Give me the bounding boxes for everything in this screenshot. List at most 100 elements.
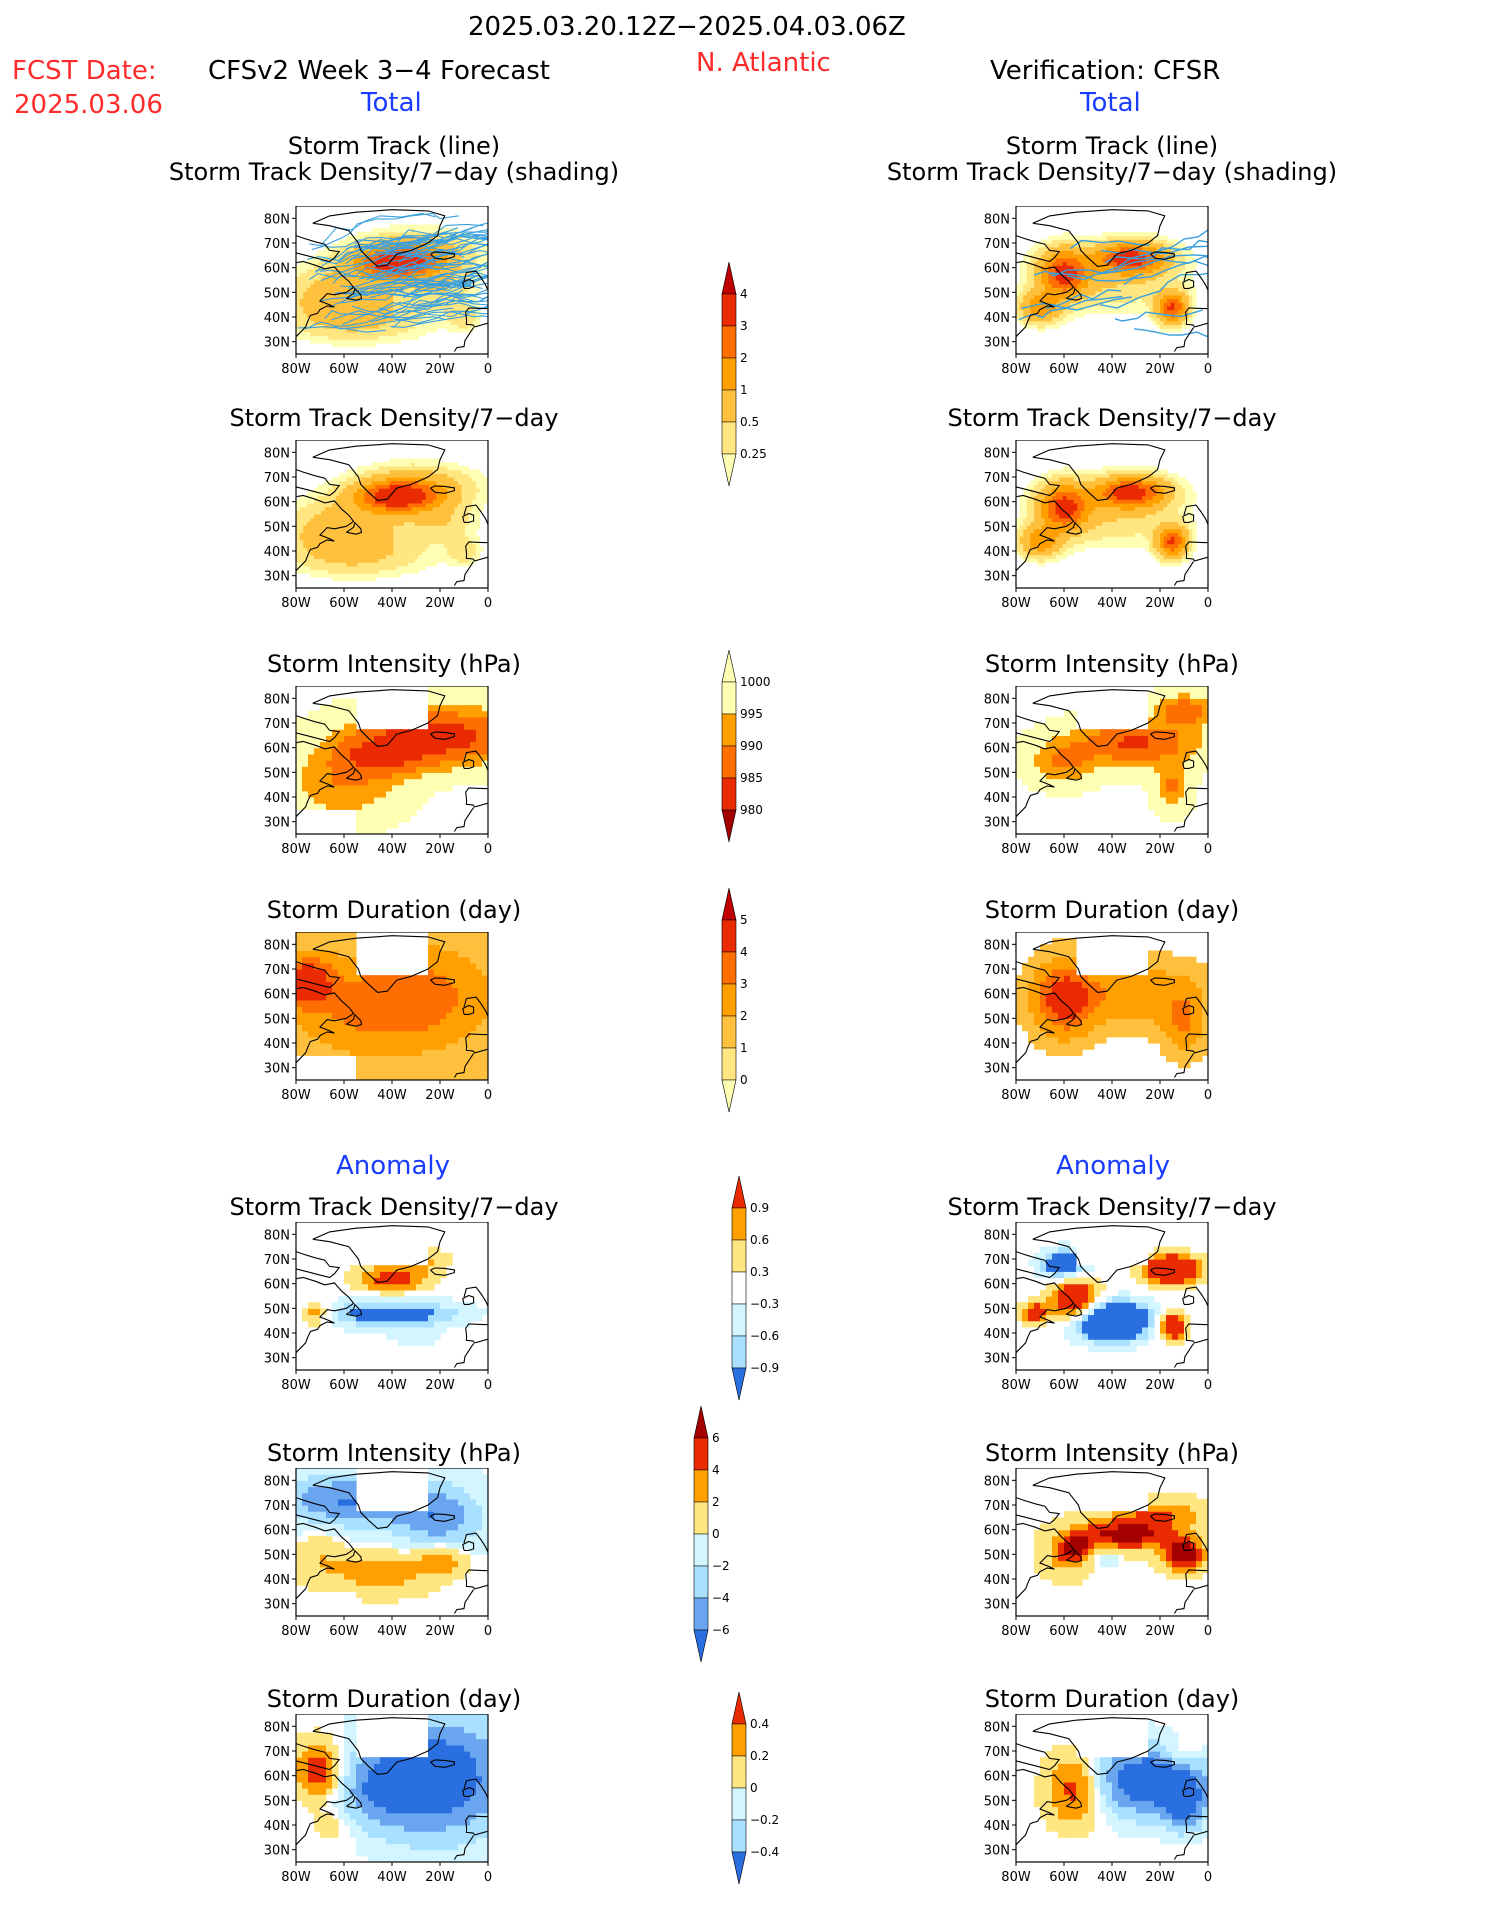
map-density-total-obs-svg: 80N 70N 60N 50N 40N 30N 80W 60W 40W 20W 0	[984, 440, 1212, 611]
colorbar-swatch	[721, 261, 737, 295]
lat-tick-label: 30N	[984, 570, 1010, 585]
colorbar-density-anom-svg: 0.9 0.6 0.3 −0.3 −0.6 −0.9	[731, 1175, 779, 1401]
title-intensity-total-left: Storm Intensity (hPa)	[267, 650, 521, 678]
lat-tick-label: 30N	[984, 1352, 1010, 1367]
title-track-shading-left: Storm Track Density/7−day (shading)	[168, 158, 620, 186]
lat-tick-label: 60N	[264, 742, 290, 757]
colorbar-swatch	[693, 1437, 709, 1471]
coastline	[462, 512, 475, 523]
map-density-anom-fcst: 80N 70N 60N 50N 40N 30N 80W 60W 40W 20W 0	[250, 1222, 494, 1396]
coastline	[1173, 1343, 1195, 1368]
coastline	[346, 521, 363, 535]
storm-track-line	[1134, 328, 1208, 338]
storm-track-line	[412, 296, 488, 307]
colorbar-swatch	[721, 1047, 737, 1081]
lat-tick-label: 80N	[984, 1228, 1010, 1243]
colorbar-swatch	[731, 1175, 747, 1209]
title-density-anom-right: Storm Track Density/7−day	[947, 1193, 1277, 1221]
coastline	[296, 961, 341, 989]
coastline	[1032, 209, 1166, 267]
colorbar-label: −0.2	[750, 1813, 779, 1827]
map-density-anom-obs: 80N 70N 60N 50N 40N 30N 80W 60W 40W 20W 0	[970, 1222, 1214, 1396]
lon-tick-label: 60W	[329, 1088, 359, 1103]
lat-tick-label: 30N	[264, 1598, 290, 1613]
lon-tick-label: 60W	[1049, 596, 1079, 611]
title-density-total-right: Storm Track Density/7−day	[947, 404, 1277, 432]
storm-track-line	[414, 292, 488, 308]
lat-tick-label: 50N	[264, 1012, 290, 1027]
coastline	[1183, 996, 1208, 1017]
lat-tick-label: 50N	[984, 520, 1010, 535]
coastline	[1016, 469, 1061, 497]
coastline	[430, 731, 455, 740]
lon-tick-label: 60W	[329, 1624, 359, 1639]
lat-tick-label: 50N	[984, 1012, 1010, 1027]
storm-track-line	[371, 242, 488, 268]
lat-tick-label: 80N	[264, 1474, 290, 1489]
coastline	[430, 251, 455, 260]
lon-tick-label: 20W	[425, 1870, 455, 1885]
coastline	[1016, 235, 1061, 263]
coastline	[1182, 278, 1195, 289]
lon-tick-label: 60W	[1049, 1378, 1079, 1393]
lon-tick-label: 20W	[425, 362, 455, 377]
map-density-anom-fcst-svg: 80N 70N 60N 50N 40N 30N 80W 60W 40W 20W 0	[264, 1222, 492, 1393]
coastline	[1185, 541, 1208, 562]
colorbar-swatch	[721, 919, 737, 953]
lon-tick-label: 80W	[1001, 1378, 1031, 1393]
coastline	[1066, 1795, 1083, 1809]
coastline	[296, 740, 355, 818]
colorbar-intensity-anom: 6 4 2 0 −2 −4 −6	[690, 1405, 760, 1672]
lat-tick-label: 40N	[984, 1573, 1010, 1588]
colorbar-swatch	[731, 1787, 747, 1821]
coastline	[346, 767, 363, 781]
coastline	[1185, 1323, 1208, 1344]
coastline	[453, 1835, 475, 1860]
coastline	[1173, 807, 1195, 832]
lon-tick-label: 0	[484, 1378, 492, 1393]
colorbar-swatch	[731, 1303, 747, 1337]
map-density-total-fcst: 80N 70N 60N 50N 40N 30N 80W 60W 40W 20W 0	[250, 440, 494, 614]
coastline	[1182, 512, 1195, 523]
colorbar-label: 1	[740, 1041, 748, 1055]
coastline	[312, 1471, 446, 1529]
colorbar-swatch	[731, 1755, 747, 1789]
section-anomaly-right: Anomaly	[1056, 1151, 1171, 1181]
colorbar-label: −6	[712, 1623, 730, 1637]
fcst-date-label: FCST Date:	[12, 56, 157, 86]
lon-tick-label: 60W	[329, 842, 359, 857]
colorbar-swatch	[721, 1015, 737, 1049]
coastline	[296, 1497, 341, 1525]
coastline	[465, 787, 488, 808]
coastline	[463, 270, 488, 291]
colorbar-duration-anom: 0.4 0.2 0 −0.2 −0.4	[728, 1691, 798, 1894]
lat-tick-label: 40N	[264, 1037, 290, 1052]
coastline	[1032, 443, 1166, 501]
colorbar-label: −0.3	[750, 1297, 779, 1311]
title-duration-total-right: Storm Duration (day)	[984, 896, 1240, 924]
coastline	[1185, 1815, 1208, 1836]
lon-tick-label: 40W	[377, 596, 407, 611]
lat-tick-label: 40N	[264, 311, 290, 326]
coastline	[296, 986, 355, 1064]
lat-tick-label: 40N	[984, 1037, 1010, 1052]
coastline	[1066, 287, 1083, 301]
coastline	[463, 1532, 488, 1553]
lon-tick-label: 20W	[425, 1624, 455, 1639]
lon-tick-label: 40W	[1097, 362, 1127, 377]
lat-tick-label: 60N	[264, 1770, 290, 1785]
colorbar-swatch	[721, 649, 737, 683]
coastline	[465, 1815, 488, 1836]
lon-tick-label: 20W	[1145, 1088, 1175, 1103]
colorbar-label: −0.6	[750, 1329, 779, 1343]
colorbar-swatch	[721, 421, 737, 455]
colorbar-swatch	[731, 1367, 747, 1401]
colorbar-swatch	[693, 1565, 709, 1599]
lon-tick-label: 20W	[1145, 842, 1175, 857]
section-anomaly-left: Anomaly	[336, 1151, 451, 1181]
coastline	[296, 260, 355, 338]
coastline	[1185, 1033, 1208, 1054]
colorbar-swatch	[731, 1335, 747, 1369]
coastline	[1173, 327, 1195, 352]
lat-tick-label: 80N	[984, 1474, 1010, 1489]
